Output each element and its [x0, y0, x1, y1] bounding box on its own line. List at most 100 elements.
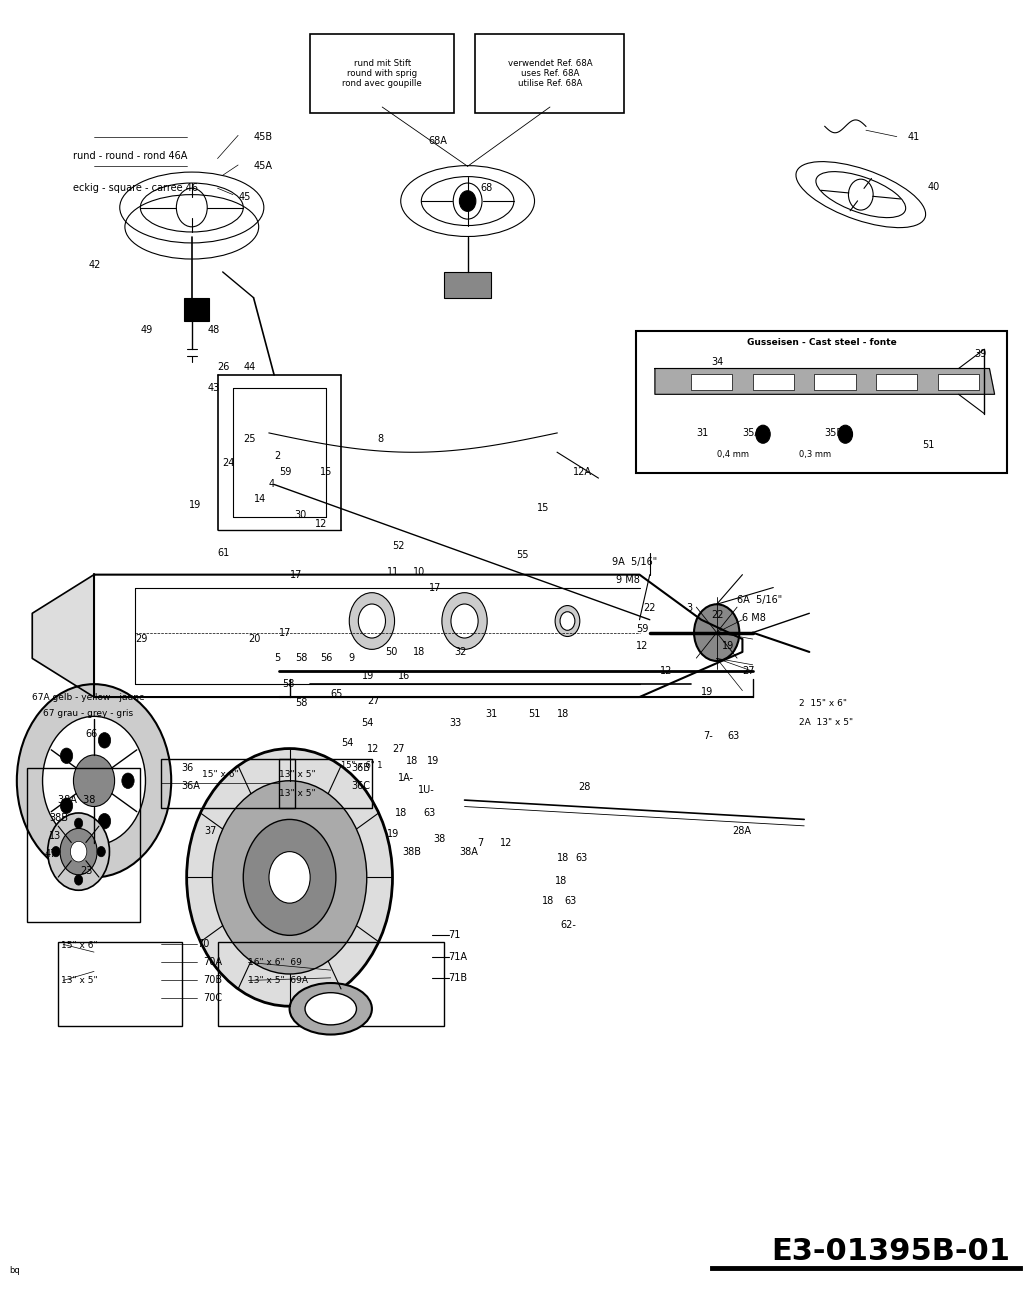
Text: bq: bq: [9, 1265, 21, 1274]
Text: 71A: 71A: [448, 953, 467, 962]
Text: 19: 19: [702, 687, 713, 697]
Ellipse shape: [305, 993, 356, 1025]
Text: 24: 24: [223, 457, 235, 467]
Circle shape: [244, 820, 335, 936]
Circle shape: [451, 604, 478, 638]
Text: 58: 58: [295, 698, 308, 709]
Text: 71B: 71B: [448, 973, 467, 982]
Text: 16: 16: [397, 671, 410, 682]
Text: 0,4 mm: 0,4 mm: [716, 451, 748, 460]
Text: 63: 63: [727, 731, 739, 741]
Text: rund - round - rond 46A: rund - round - rond 46A: [73, 151, 188, 161]
Text: 19: 19: [189, 500, 201, 510]
Text: 70B: 70B: [203, 976, 222, 985]
Text: 7: 7: [477, 838, 483, 848]
Text: E3-01395B-01: E3-01395B-01: [771, 1237, 1010, 1266]
Text: 10: 10: [413, 567, 425, 577]
Text: 18: 18: [557, 853, 570, 864]
Circle shape: [98, 813, 110, 829]
Text: 71: 71: [448, 931, 460, 940]
Circle shape: [98, 732, 110, 747]
Text: 36A: 36A: [182, 781, 200, 791]
Text: 66: 66: [86, 729, 98, 740]
Text: 28A: 28A: [732, 826, 751, 837]
Text: rund mit Stift
round with sprig
rond avec goupille: rund mit Stift round with sprig rond ave…: [343, 58, 422, 88]
Polygon shape: [655, 368, 995, 394]
Circle shape: [97, 847, 105, 857]
Text: 0,3 mm: 0,3 mm: [799, 451, 831, 460]
Text: 12: 12: [366, 744, 379, 754]
Text: 30: 30: [295, 510, 307, 520]
Text: 49: 49: [140, 325, 153, 334]
Text: 65: 65: [330, 689, 343, 700]
Text: 36C: 36C: [351, 781, 370, 791]
Text: 59: 59: [280, 466, 292, 476]
Text: 2  15" x 6": 2 15" x 6": [799, 698, 847, 707]
Circle shape: [42, 717, 146, 846]
Text: 52: 52: [392, 541, 405, 551]
Bar: [637, 332, 1007, 473]
Bar: [752, 373, 794, 390]
Text: 45B: 45B: [254, 132, 272, 142]
Circle shape: [755, 425, 770, 443]
Text: 33: 33: [449, 718, 461, 728]
Text: 59: 59: [637, 624, 649, 634]
Circle shape: [187, 749, 392, 1006]
Text: 19: 19: [721, 640, 734, 651]
Text: 17: 17: [428, 582, 441, 593]
Circle shape: [459, 191, 476, 212]
Text: 9 M8: 9 M8: [616, 574, 640, 585]
Text: 45A: 45A: [254, 161, 272, 172]
Text: 68: 68: [480, 183, 492, 194]
Bar: [27, 768, 140, 923]
Text: 27: 27: [392, 744, 405, 754]
Text: 47: 47: [44, 849, 57, 860]
Circle shape: [73, 755, 115, 807]
Text: 20: 20: [249, 634, 261, 644]
Bar: [814, 373, 856, 390]
Text: 26: 26: [218, 363, 230, 372]
Text: 18: 18: [557, 709, 570, 719]
Text: 12: 12: [316, 519, 328, 529]
Text: 15" x 6": 15" x 6": [61, 941, 98, 950]
Text: 3: 3: [686, 603, 691, 613]
Bar: [58, 942, 182, 1025]
Text: 55: 55: [516, 550, 528, 560]
Bar: [691, 373, 732, 390]
Text: 7-: 7-: [704, 731, 713, 741]
Text: 38A: 38A: [459, 847, 478, 857]
Circle shape: [74, 818, 83, 829]
Text: 31: 31: [697, 427, 708, 438]
Text: 37: 37: [204, 826, 217, 837]
Text: 1A-: 1A-: [397, 773, 414, 784]
Text: 13" x 5"  69A: 13" x 5" 69A: [249, 976, 309, 985]
Text: 68A: 68A: [428, 136, 448, 146]
Polygon shape: [32, 574, 94, 697]
Text: 19: 19: [387, 829, 399, 839]
Circle shape: [70, 842, 87, 862]
Text: 15" x 6": 15" x 6": [202, 769, 238, 778]
Text: 54: 54: [341, 738, 353, 749]
Text: 45: 45: [238, 192, 251, 203]
Text: 56: 56: [321, 653, 333, 664]
Bar: [938, 373, 979, 390]
Text: 2: 2: [275, 451, 281, 461]
FancyBboxPatch shape: [311, 34, 454, 114]
Circle shape: [52, 847, 60, 857]
Text: 35B: 35B: [825, 427, 844, 438]
Text: 22: 22: [644, 603, 656, 613]
Text: 12: 12: [499, 838, 512, 848]
Circle shape: [838, 425, 852, 443]
Circle shape: [695, 604, 739, 661]
Text: 2A  13" x 5": 2A 13" x 5": [799, 718, 853, 727]
Bar: [161, 759, 295, 808]
Text: 39: 39: [974, 350, 987, 359]
Text: 5: 5: [275, 653, 281, 664]
Text: 35A: 35A: [742, 427, 762, 438]
Text: 18: 18: [413, 647, 425, 657]
Text: 14: 14: [254, 493, 266, 503]
Text: 70A: 70A: [203, 958, 222, 967]
Text: 18: 18: [406, 757, 418, 767]
Text: 13" x 5": 13" x 5": [61, 976, 98, 985]
Bar: [184, 298, 209, 321]
